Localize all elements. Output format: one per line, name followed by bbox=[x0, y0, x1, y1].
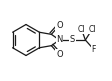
Text: F: F bbox=[90, 44, 95, 53]
Text: Cl: Cl bbox=[88, 24, 95, 34]
Text: O: O bbox=[56, 50, 62, 59]
Text: O: O bbox=[56, 21, 62, 30]
Text: N: N bbox=[56, 35, 62, 44]
Text: Cl: Cl bbox=[77, 24, 84, 34]
Text: S: S bbox=[69, 35, 74, 44]
